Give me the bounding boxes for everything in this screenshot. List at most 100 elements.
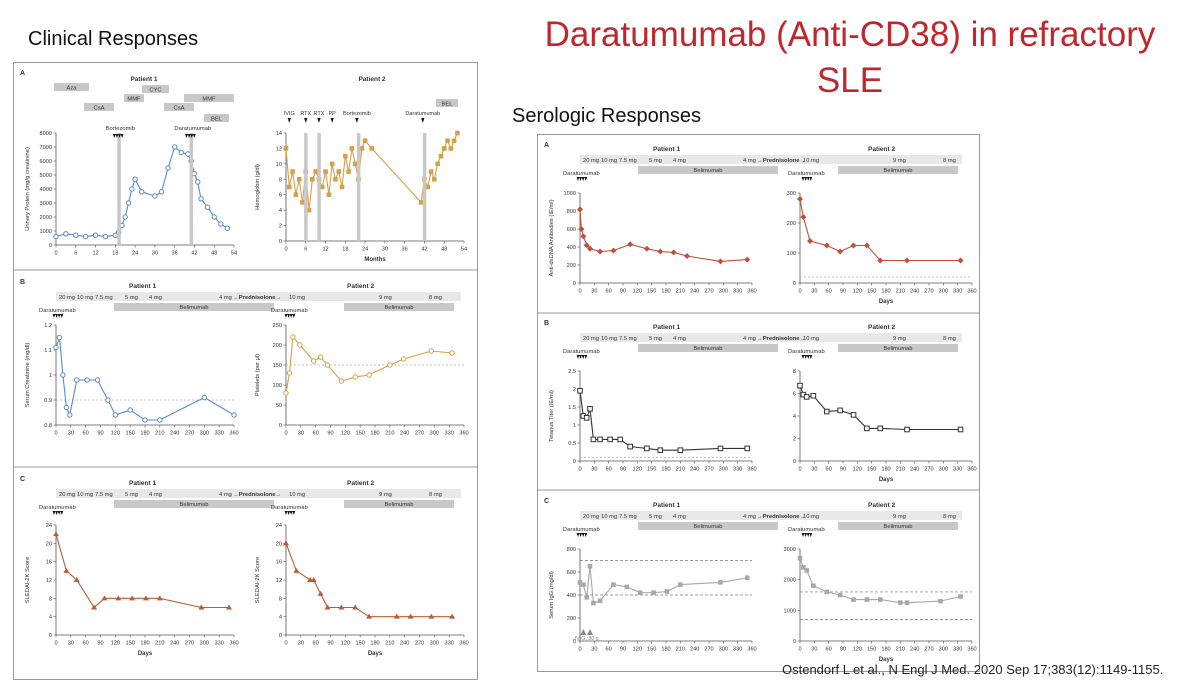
sero-C1-x-tick-9: 270	[704, 647, 713, 653]
clinical-A1-y-tick-1: 1000	[40, 229, 52, 235]
sero-C2-point-7	[864, 597, 870, 602]
clinical-C2-x-tick-0: 0	[284, 641, 287, 647]
sero-B2-point-6	[850, 412, 857, 418]
sero-A2-point-5	[850, 242, 857, 249]
sero-C1-x-tick-11: 330	[733, 647, 742, 653]
clinical-C-dara-p2-arrow-3	[292, 511, 296, 515]
clinical-A1-series-line	[55, 146, 228, 238]
clinical-B-pred-p1-3: 5 mg	[125, 295, 138, 301]
sero-B2-x-tick-2: 60	[826, 467, 832, 473]
clinical-A2-event-arrow-0	[287, 118, 291, 123]
sero-A-daratumumab-label-p2: Daratumumab	[788, 171, 825, 177]
clinical-A1-x-tick-1: 6	[74, 251, 77, 257]
clinical-B-pred-p1-1: 10 mg	[77, 295, 93, 301]
clinical-A2-event-1: RTX	[300, 111, 311, 117]
sero-B-pred-p1-3: 5 mg	[649, 336, 662, 342]
clinical-B-pred-p1-0: 20 mg	[59, 295, 75, 301]
clinical-A1-event-0: Bortezomib	[106, 126, 135, 132]
sero-B2-x-tick-4: 120	[853, 467, 862, 473]
clinical-A1-point-19	[185, 151, 191, 157]
sero-B1-point-5	[597, 436, 603, 443]
sero-C1-y-tick-0: 0	[573, 639, 576, 645]
clinical-C-pred-p2-0: 10 mg	[289, 492, 305, 498]
clinical-C-pred-p1-0: 20 mg	[59, 492, 75, 498]
clinical-B-dara-p2-arrow-1	[287, 314, 290, 318]
clinical-A2-treatment-label-0: BEL	[442, 102, 454, 108]
clinical-B-pred-p2-0: 10 mg	[289, 295, 305, 301]
clinical-B1-x-tick-6: 180	[140, 431, 149, 437]
sero-C1-point-10	[664, 589, 670, 594]
sero-B1-x-tick-12: 360	[747, 467, 756, 473]
clinical-A1-point-3	[82, 233, 89, 240]
sero-C2-y-tick-2: 2000	[784, 578, 796, 584]
clinical-C-pred-p2-1: 9 mg	[379, 492, 392, 498]
clinical-C-panel-letter: C	[20, 476, 25, 483]
sero-A1-y-tick-0: 0	[573, 281, 576, 287]
clinical-C-dara-p2-arrow-1	[287, 511, 290, 515]
clinical-A1-y-tick-0: 0	[49, 243, 52, 249]
clinical-B1-x-tick-7: 210	[155, 431, 164, 437]
sero-C1-point-12	[718, 580, 723, 585]
clinical-C1-x-tick-1: 30	[68, 641, 74, 647]
sero-B-patient1-title: Patient 1	[653, 324, 680, 331]
clinical-C1-x-tick-8: 240	[170, 641, 179, 647]
clinical-A2-point-9	[313, 169, 318, 174]
clinical-A2-title: Patient 2	[358, 76, 385, 83]
sero-C2-x-tick-1: 30	[811, 647, 817, 653]
sero-B1-y-label: Tetanus Titer (IE/ml)	[549, 390, 555, 442]
sero-A1-point-12	[717, 258, 724, 265]
sero-C-dara-p1-arrow-0	[576, 533, 580, 537]
clinical-A2-x-tick-1: 6	[304, 247, 307, 253]
clinical-B1-point-9	[112, 412, 119, 418]
sero-A1-y-tick-3: 600	[567, 227, 576, 233]
sero-A2-point-3	[823, 242, 830, 249]
clinical-C-daratumumab-label-p2: Daratumumab	[271, 505, 308, 511]
sero-B1-series-line	[579, 390, 748, 451]
sero-B1-point-10	[657, 447, 664, 453]
clinical-A1-bortezomib-arrow-1	[115, 134, 119, 138]
sero-A2-y-tick-0: 0	[793, 281, 796, 287]
serologic-responses-heading: Serologic Responses	[512, 105, 701, 127]
sero-C2-point-6	[851, 597, 856, 602]
sero-A1-point-0	[577, 206, 583, 213]
clinical-B2-point-10	[387, 362, 393, 368]
clinical-A1-treatment-bar-6	[204, 114, 229, 122]
sero-A2-x-tick-0: 0	[798, 289, 801, 295]
sero-C2-x-tick-4: 120	[853, 647, 862, 653]
slide-title-line1: Daratumumab (Anti-CD38) in refractory	[544, 15, 1156, 54]
sero-B2-x-tick-12: 360	[967, 467, 976, 473]
clinical-B2-x-tick-2: 60	[313, 431, 319, 437]
sero-C1-y-label: Serum IgG (mg/dl)	[549, 571, 555, 619]
clinical-B-daratumumab-label-p1: Daratumumab	[39, 308, 76, 314]
sero-C-pred-strip	[580, 511, 962, 520]
clinical-C2-y-label: SLEDAI-2K Score	[255, 557, 261, 603]
clinical-C1-y-tick-4: 16	[46, 560, 52, 566]
clinical-A2-y-tick-5: 10	[276, 162, 282, 168]
clinical-A2-point-18	[343, 153, 348, 159]
clinical-B2-y-tick-5: 250	[273, 323, 282, 329]
clinical-C2-x-tick-11: 330	[444, 641, 453, 647]
clinical-B1-x-tick-8: 240	[170, 431, 179, 437]
sero-B-pred-p2-2: 8 mg	[943, 336, 956, 342]
clinical-A2-x-tick-0: 0	[284, 247, 287, 253]
sero-C-dara-p1-arrow-1	[579, 533, 582, 537]
sero-B1-point-6	[607, 436, 613, 443]
clinical-B1-x-tick-3: 90	[97, 431, 103, 437]
sero-A-patient2-title: Patient 2	[868, 146, 895, 153]
clinical-A2-y-label: Hemoglobin (g/dl)	[255, 164, 261, 210]
sero-A-daratumumab-label-p1: Daratumumab	[563, 171, 600, 177]
sero-B-dara-p2-arrow-1	[804, 355, 807, 359]
sero-A-dara-p1-arrow-0	[576, 177, 580, 181]
clinical-C1-series-line	[55, 534, 230, 609]
clinical-C-pred-p1-4: 4 mg	[149, 492, 162, 498]
sero-C1-point-7	[624, 584, 630, 590]
sero-C-pred-p2-2: 8 mg	[943, 514, 956, 520]
clinical-B2-point-0	[283, 390, 289, 396]
sero-C2-x-tick-7: 210	[896, 647, 905, 653]
sero-A2-x-tick-12: 360	[967, 289, 976, 295]
clinical-A1-treatment-bar-0	[54, 83, 89, 91]
sero-A-pred-strip	[580, 155, 962, 164]
clinical-C2-x-tick-6: 180	[370, 641, 379, 647]
sero-C-panel-letter: C	[544, 498, 549, 505]
clinical-C-pred-p1-2: 7.5 mg	[95, 492, 113, 498]
